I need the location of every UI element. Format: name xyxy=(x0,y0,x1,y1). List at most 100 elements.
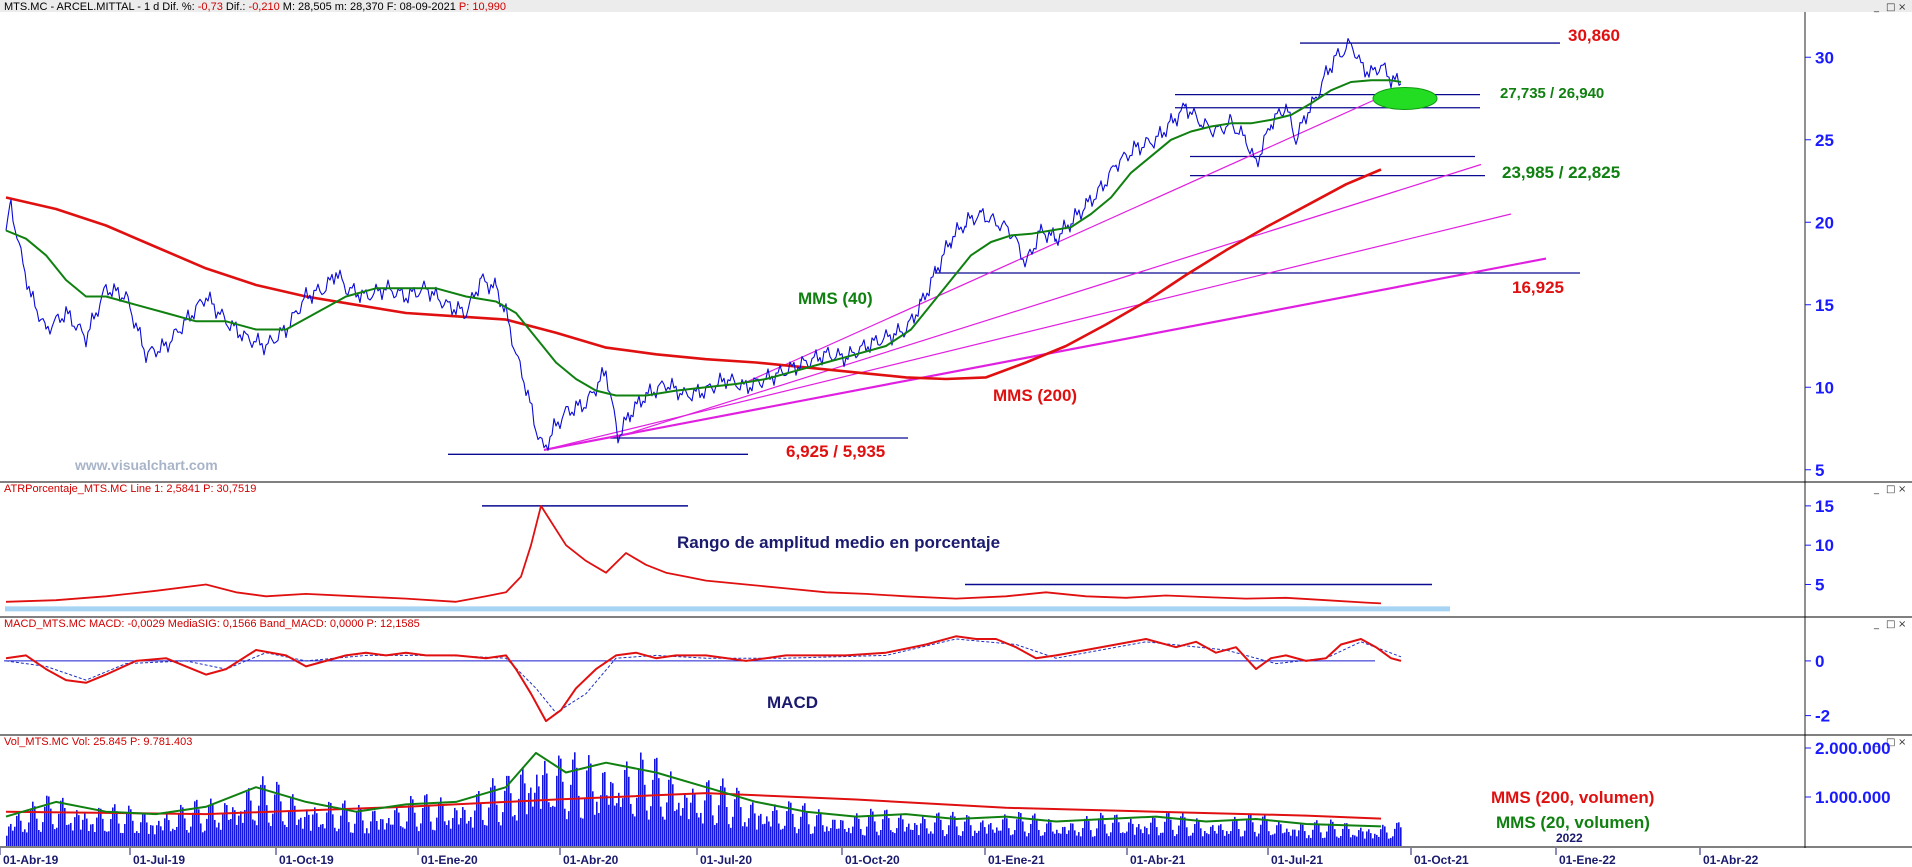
maximize-icon[interactable]: □ xyxy=(1886,737,1895,748)
minimize-icon[interactable]: _ xyxy=(1873,737,1880,748)
volume-panel-controls[interactable]: _ □ × xyxy=(1873,737,1906,748)
annotation-zone-1: 27,735 / 26,940 xyxy=(1500,85,1604,102)
volume-bar xyxy=(1034,813,1036,846)
volume-bar xyxy=(564,808,566,846)
maximize-icon[interactable]: □ xyxy=(1886,619,1895,630)
volume-bar xyxy=(1338,837,1340,846)
volume-bar xyxy=(988,824,990,846)
volume-bar xyxy=(1294,829,1296,846)
volume-bar xyxy=(1092,836,1094,846)
volume-bar xyxy=(90,824,92,846)
close-icon[interactable]: × xyxy=(1898,2,1906,13)
volume-bar xyxy=(990,822,992,846)
volume-bar xyxy=(130,809,132,846)
macd-panel-controls[interactable]: _ □ × xyxy=(1873,619,1906,630)
volume-bar xyxy=(1176,834,1178,846)
close-icon[interactable]: × xyxy=(1898,619,1906,630)
volume-bar xyxy=(846,831,848,846)
volume-bar xyxy=(626,761,628,846)
minimize-icon[interactable]: _ xyxy=(1873,484,1880,495)
atr-panel-controls[interactable]: _ □ × xyxy=(1873,484,1906,495)
maximize-icon[interactable]: □ xyxy=(1886,2,1895,13)
volume-bar xyxy=(584,798,586,846)
minimize-icon[interactable]: _ xyxy=(1873,619,1880,630)
volume-bar xyxy=(854,816,856,846)
volume-bar xyxy=(958,835,960,846)
volume-bar xyxy=(616,803,618,846)
volume-bar xyxy=(1300,824,1302,846)
volume-bar xyxy=(640,752,642,846)
volume-bar xyxy=(740,807,742,846)
volume-bar xyxy=(478,791,480,846)
volume-bar xyxy=(1002,819,1004,846)
volume-bar xyxy=(710,794,712,846)
volume-bar xyxy=(286,827,288,846)
volume-bar xyxy=(884,810,886,846)
volume-bar xyxy=(748,818,750,846)
volume-bar xyxy=(706,782,708,846)
volume-bar xyxy=(1372,838,1374,846)
volume-bar xyxy=(554,806,556,846)
minimize-icon[interactable]: _ xyxy=(1873,2,1880,13)
volume-bar xyxy=(466,823,468,846)
volume-bar xyxy=(1312,829,1314,846)
volume-bar xyxy=(678,802,680,846)
volume-bar xyxy=(784,825,786,846)
volume-bar xyxy=(68,824,70,846)
volume-bar xyxy=(58,813,60,846)
volume-bar xyxy=(1282,833,1284,846)
date-tick-label: 01-Jul-19 xyxy=(133,853,185,867)
volume-bar xyxy=(760,813,762,846)
price-panel-controls[interactable]: _ □ × xyxy=(1873,2,1906,13)
volume-bar xyxy=(70,822,72,846)
volume-bar xyxy=(1388,838,1390,846)
volume-bar xyxy=(802,805,804,846)
volume-bar xyxy=(144,813,146,846)
mms40-line xyxy=(5,79,1402,397)
volume-bar xyxy=(206,818,208,846)
volume-bar xyxy=(1306,838,1308,846)
volume-bar xyxy=(606,795,608,846)
volume-bar xyxy=(1320,832,1322,846)
volume-bar xyxy=(1350,837,1352,846)
annotation-resistance-top: 30,860 xyxy=(1568,26,1620,45)
volume-bar xyxy=(1170,819,1172,846)
maximize-icon[interactable]: □ xyxy=(1886,484,1895,495)
volume-bar xyxy=(766,816,768,846)
volume-bar xyxy=(358,804,360,846)
volume-bar xyxy=(674,810,676,846)
volume-bar xyxy=(936,813,938,846)
close-icon[interactable]: × xyxy=(1898,737,1906,748)
volume-bar xyxy=(676,809,678,846)
volume-bar xyxy=(634,816,636,846)
volume-bar xyxy=(560,758,562,846)
volume-bar xyxy=(416,826,418,846)
volume-bar xyxy=(1188,836,1190,846)
volume-bar xyxy=(742,826,744,846)
volume-bar xyxy=(430,821,432,846)
volume-bar xyxy=(926,828,928,846)
volume-bar xyxy=(570,784,572,846)
volume-bar xyxy=(730,827,732,846)
volume-bar xyxy=(822,825,824,846)
date-axis: 01-Abr-19 01-Jul-19 01-Oct-19 01-Ene-20 01-A… xyxy=(0,848,1759,867)
volume-bar xyxy=(1196,818,1198,846)
volume-bar xyxy=(388,817,390,846)
volume-bar xyxy=(886,809,888,846)
volume-bar xyxy=(284,824,286,846)
axis-tick-label: 25 xyxy=(1815,131,1834,150)
volume-bar xyxy=(690,802,692,846)
volume-bar xyxy=(128,805,130,846)
volume-bar xyxy=(982,820,984,846)
volume-bar xyxy=(348,822,350,846)
volume-bar xyxy=(876,831,878,846)
volume-bar xyxy=(1080,836,1082,846)
volume-bar xyxy=(418,831,420,846)
volume-bar xyxy=(460,817,462,846)
volume-bar xyxy=(1232,821,1234,846)
volume-bar xyxy=(934,822,936,846)
volume-bar xyxy=(1068,830,1070,846)
volume-bar xyxy=(566,819,568,846)
close-icon[interactable]: × xyxy=(1898,484,1906,495)
volume-bar xyxy=(1292,829,1294,846)
